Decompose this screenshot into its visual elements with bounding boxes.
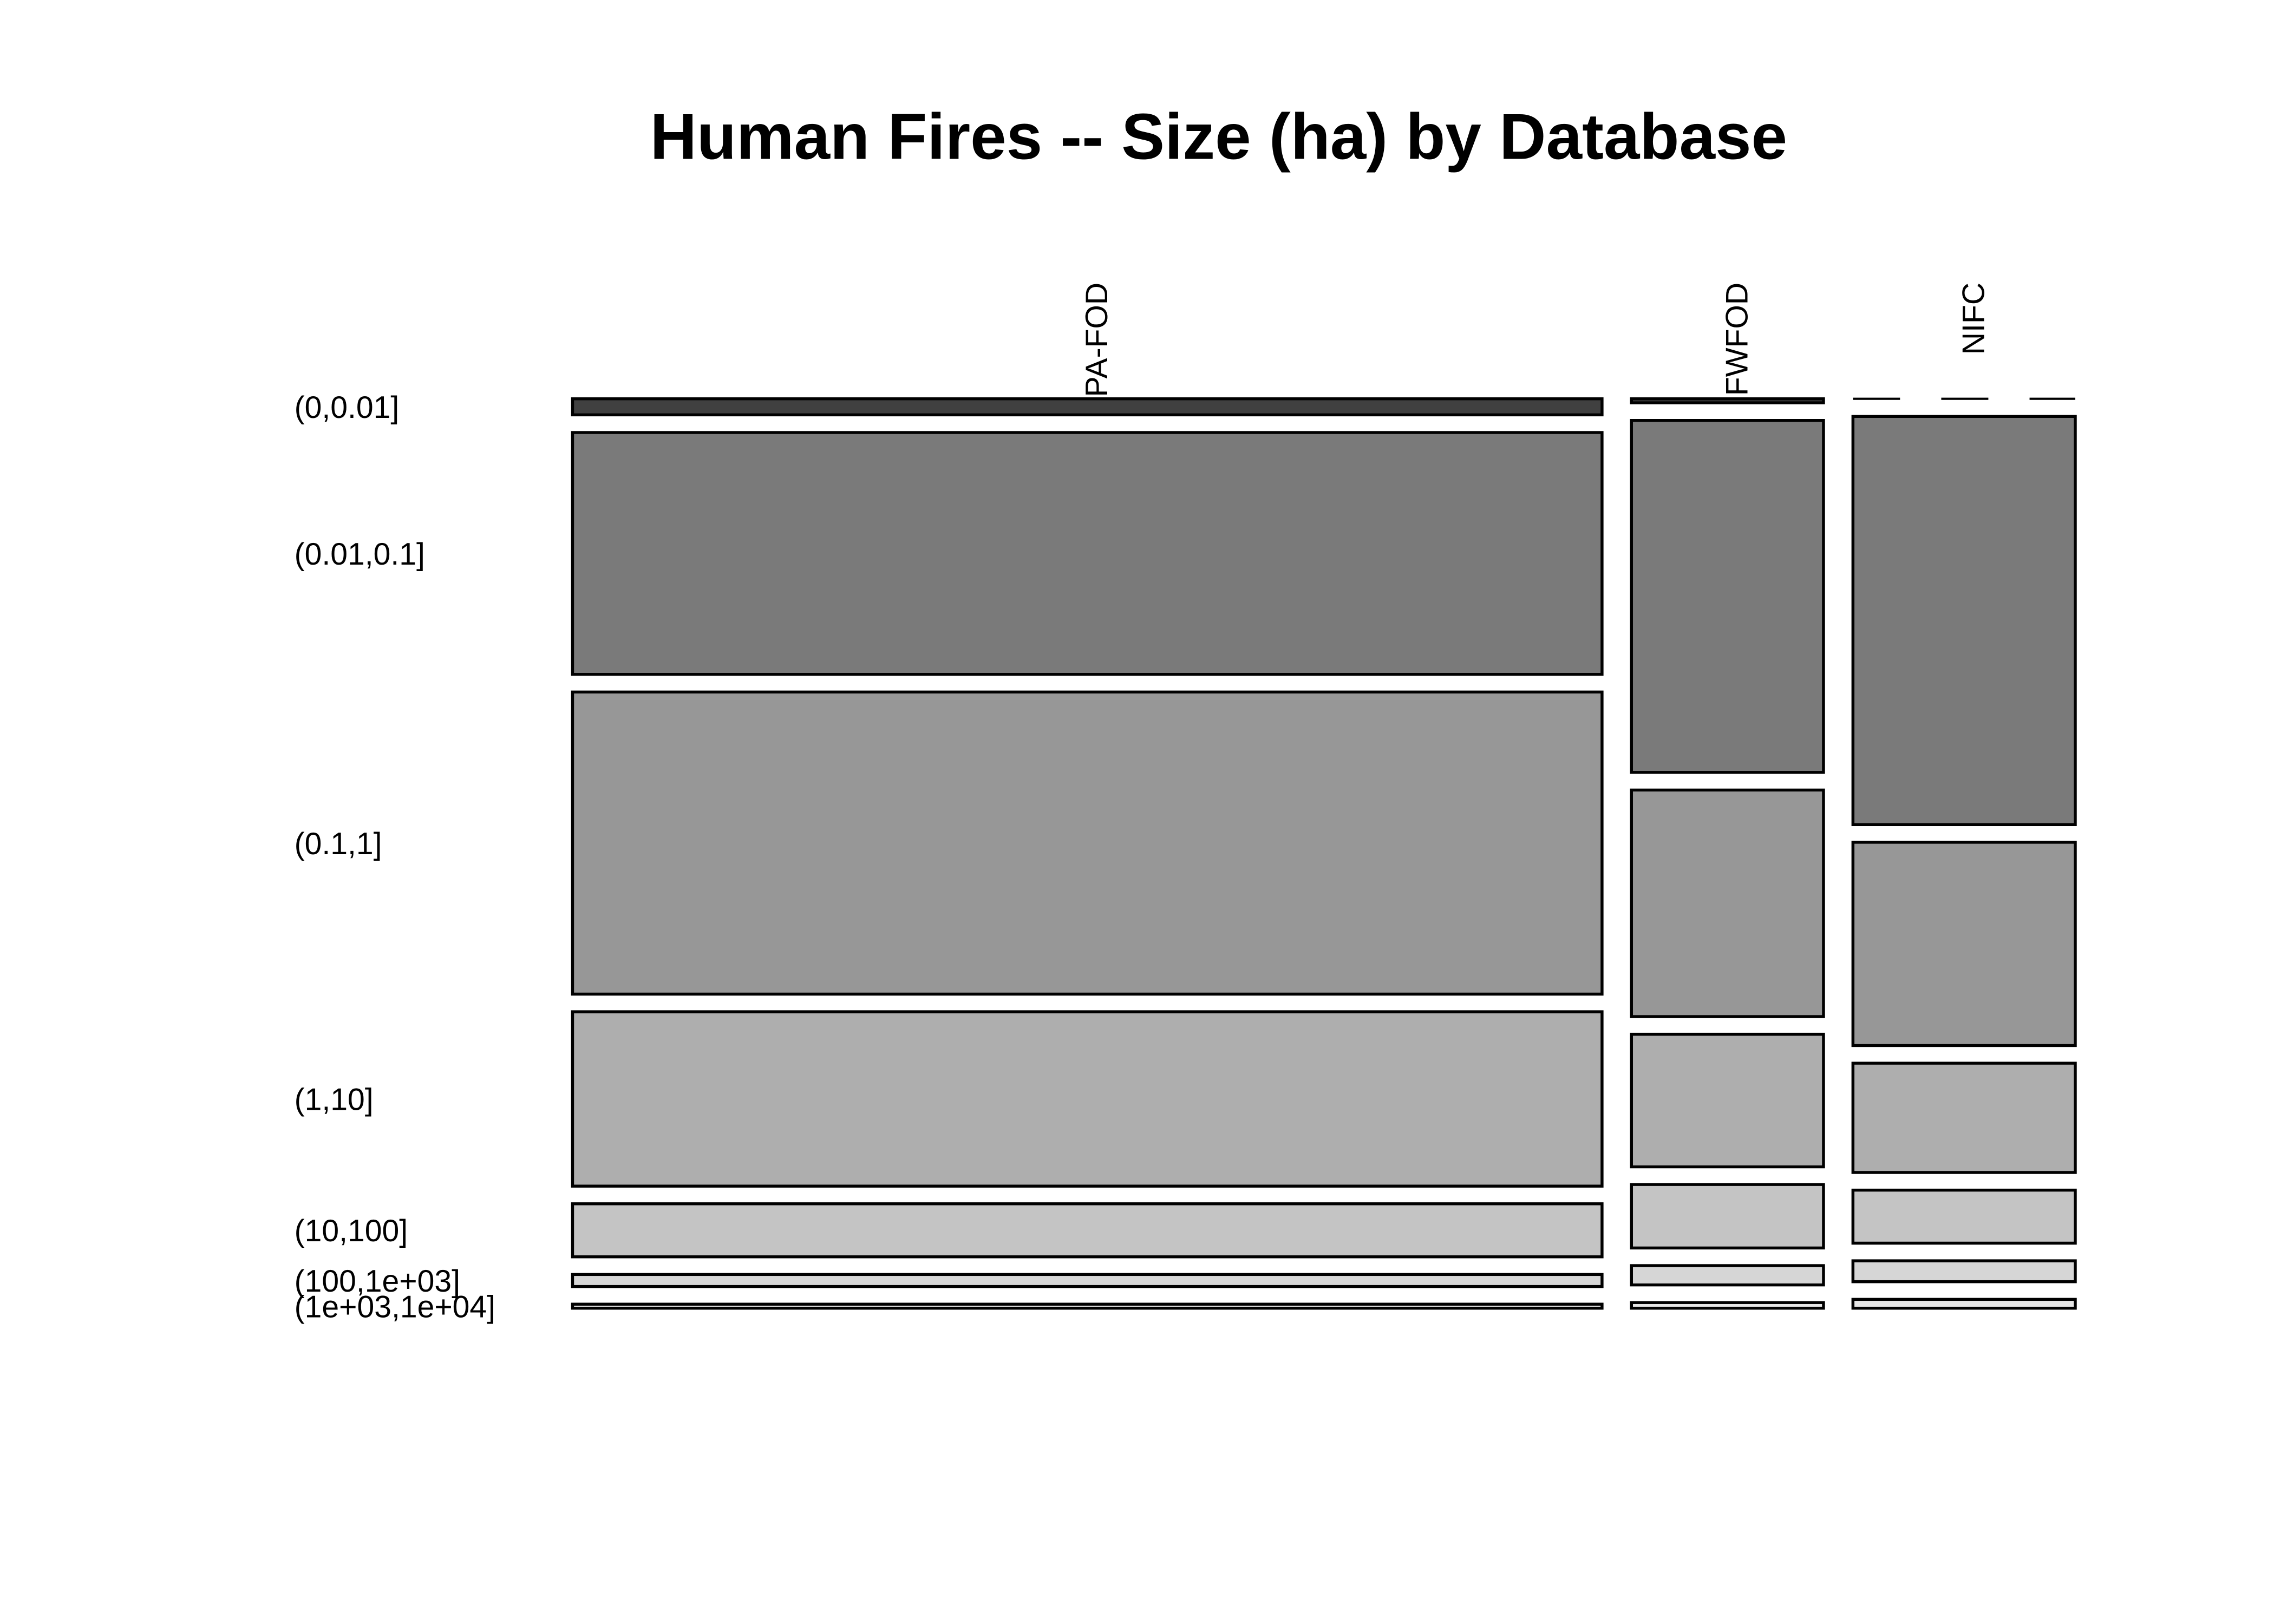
row-label: (10,100]	[295, 1214, 408, 1248]
row-label: (0.1,1]	[295, 827, 382, 861]
chart-title: Human Fires -- Size (ha) by Database	[650, 101, 1787, 173]
column-label: FPA-FOD	[1080, 283, 1114, 416]
cell	[571, 431, 1604, 676]
cell	[1630, 419, 1825, 774]
cell	[1851, 1188, 2077, 1245]
cell	[571, 1010, 1604, 1188]
cell	[571, 397, 1604, 417]
cell	[571, 690, 1604, 996]
cell	[571, 1273, 1604, 1288]
cell	[1630, 1032, 1825, 1169]
cell	[1851, 1062, 2077, 1174]
cell	[1851, 1298, 2077, 1310]
cell	[1630, 1183, 1825, 1250]
cell	[1851, 1259, 2077, 1284]
row-label: (0.01,0.1]	[295, 537, 425, 572]
column-label: FWFOD	[1720, 283, 1754, 396]
row-label: (1e+03,1e+04]	[295, 1289, 495, 1324]
row-label: (100,1e+03]	[295, 1264, 460, 1299]
cell	[1851, 415, 2077, 827]
cell	[1630, 788, 1825, 1018]
cell	[1630, 397, 1825, 404]
column-label: NIFC	[1956, 283, 1991, 355]
row-label: (1,10]	[295, 1083, 374, 1117]
row-label: (0,0.01]	[295, 390, 400, 425]
cell	[1630, 1264, 1825, 1287]
cell	[1851, 841, 2077, 1047]
cell	[571, 1302, 1604, 1310]
cell	[1630, 1301, 1825, 1310]
cell	[571, 1202, 1604, 1259]
